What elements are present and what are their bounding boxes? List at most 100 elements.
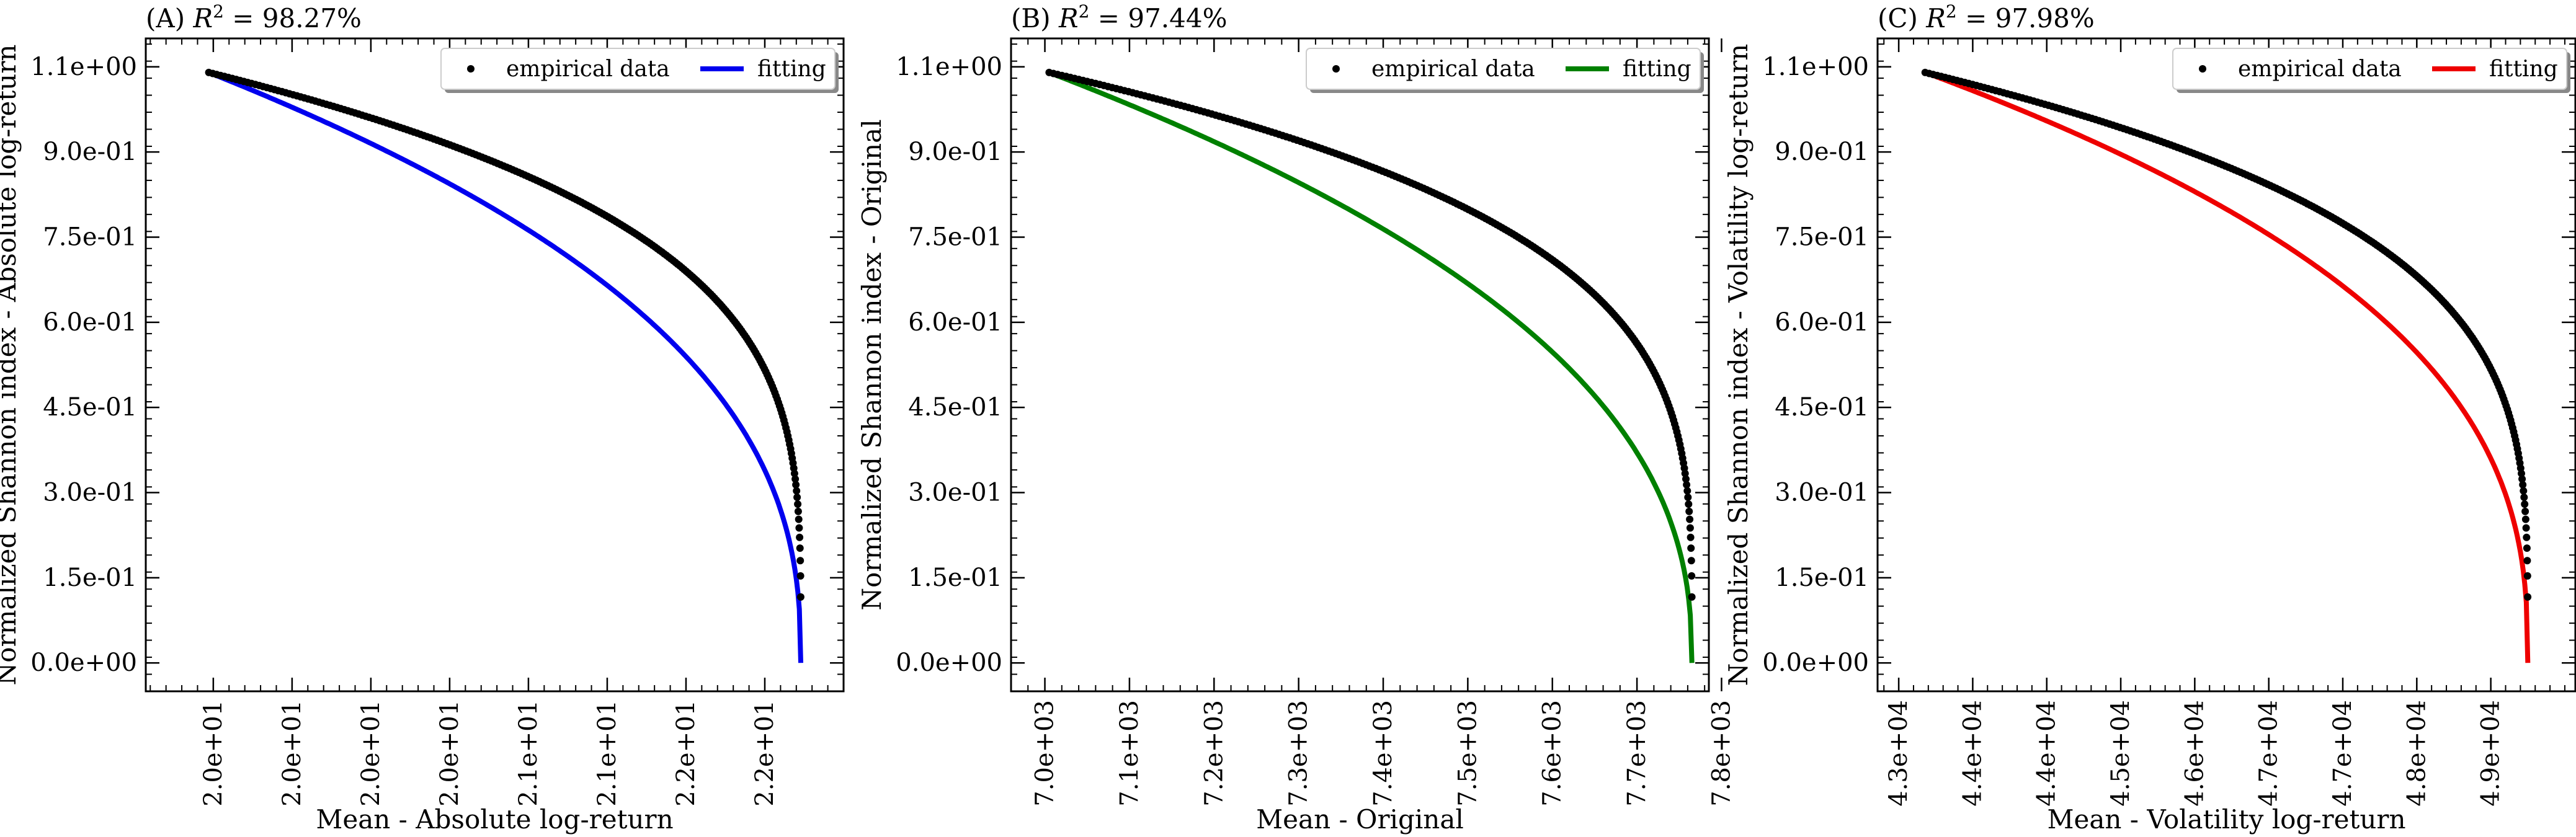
y-axis-label: Normalized Shannon index - Absolute log-… [0, 45, 22, 686]
y-tick-label: 3.0e-01 [43, 479, 137, 507]
legend: empirical data fitting [1306, 48, 1704, 93]
x-tick-label: 2.0e+01 [357, 700, 385, 807]
legend-box [2172, 48, 2567, 90]
x-tick-label: 7.1e+03 [1115, 700, 1144, 807]
empirical-point [1688, 572, 1696, 580]
x-tick-label: 7.0e+03 [1031, 700, 1059, 807]
legend-empirical-marker [1332, 65, 1340, 73]
empirical-point [796, 557, 804, 565]
y-tick-label: 4.5e-01 [1775, 393, 1869, 422]
legend-fitting-label: fitting [2489, 56, 2558, 82]
y-tick-label: 6.0e-01 [43, 308, 137, 337]
panel-title: (A) R2 = 98.27% [146, 1, 362, 33]
panel-label: (B) [1011, 3, 1059, 33]
r2-exponent: 2 [213, 1, 224, 22]
empirical-point [1686, 515, 1694, 523]
y-tick-label: 7.5e-01 [43, 223, 137, 251]
y-tick-label: 1.1e+00 [896, 53, 1002, 81]
x-tick-label: 2.0e+01 [435, 700, 464, 807]
x-tick-label: 7.4e+03 [1369, 700, 1397, 807]
empirical-point [791, 475, 800, 483]
x-tick-label: 2.2e+01 [672, 700, 700, 807]
empirical-point [793, 494, 801, 502]
empirical-point [1681, 469, 1689, 477]
panel-label: (A) [146, 3, 193, 33]
y-tick-label: 7.5e-01 [1775, 223, 1869, 251]
legend-fitting-label: fitting [1623, 56, 1691, 82]
legend-empirical-marker [467, 65, 475, 73]
x-tick-label: 4.6e+04 [2180, 700, 2209, 807]
empirical-point [1683, 487, 1691, 495]
x-tick-label: 2.0e+01 [278, 700, 306, 807]
r2-symbol: R [1058, 3, 1079, 33]
empirical-point [792, 480, 800, 489]
empirical-point [1683, 480, 1691, 489]
empirical-point [2518, 475, 2526, 483]
fitting-line [1048, 70, 1695, 663]
y-tick-label: 3.0e-01 [1775, 479, 1869, 507]
r2-symbol: R [1925, 3, 1946, 33]
axes-frame [1010, 37, 1710, 693]
empirical-point [1684, 494, 1692, 502]
x-axis-label: Mean - Original [1256, 804, 1464, 835]
empirical-point [1687, 557, 1695, 565]
r2-exponent: 2 [1946, 1, 1957, 22]
empirical-point [796, 593, 804, 601]
empirical-point [796, 533, 804, 541]
x-tick-label: 4.4e+04 [2033, 700, 2061, 807]
x-tick-label: 7.5e+03 [1453, 700, 1482, 807]
y-tick-label: 0.0e+00 [30, 649, 137, 677]
fitting-line [1924, 70, 2531, 663]
axes-frame [145, 37, 845, 693]
empirical-point [1687, 544, 1695, 552]
x-tick-label: 2.1e+01 [593, 700, 622, 807]
empirical-point [2521, 500, 2529, 508]
empirical-point [2520, 494, 2528, 502]
legend-empirical-label: empirical data [2238, 56, 2402, 82]
legend-empirical-label: empirical data [506, 56, 670, 82]
y-axis-label: Normalized Shannon index - Original [857, 119, 887, 610]
empirical-point [2519, 480, 2527, 489]
empirical-point [1688, 593, 1696, 601]
empirical-point [2521, 515, 2529, 523]
x-tick-label: 4.9e+04 [2477, 700, 2505, 807]
empirical-point [796, 572, 804, 580]
empirical-point [795, 524, 803, 532]
panel-title: (C) R2 = 97.98% [1878, 1, 2095, 33]
r2-exponent: 2 [1079, 1, 1090, 22]
y-axis-label: Normalized Shannon index - Volatility lo… [1723, 44, 1754, 686]
legend-fitting-label: fitting [757, 56, 826, 82]
empirical-point [1682, 475, 1690, 483]
x-tick-label: 4.7e+04 [2255, 700, 2283, 807]
x-tick-label: 7.8e+03 [1707, 700, 1736, 807]
empirical-point [2524, 593, 2532, 601]
y-tick-label: 3.0e-01 [908, 479, 1002, 507]
x-tick-label: 4.4e+04 [1958, 700, 1987, 807]
empirical-point [2523, 557, 2531, 565]
legend-box [440, 48, 836, 90]
x-tick-label: 7.6e+03 [1538, 700, 1567, 807]
y-tick-label: 0.0e+00 [1762, 649, 1869, 677]
y-tick-label: 7.5e-01 [908, 223, 1002, 251]
empirical-point [796, 544, 804, 552]
empirical-point [2520, 487, 2528, 495]
y-tick-label: 4.5e-01 [908, 393, 1002, 422]
y-tick-label: 4.5e-01 [43, 393, 137, 422]
x-tick-label: 2.1e+01 [514, 700, 543, 807]
x-tick-label: 4.3e+04 [1884, 700, 1913, 807]
empirical-point [794, 507, 802, 515]
legend-empirical-marker [2199, 65, 2206, 73]
y-tick-label: 1.1e+00 [1762, 53, 1869, 81]
empirical-point [794, 500, 802, 508]
empirical-point [795, 515, 803, 523]
x-axis-label: Mean - Absolute log-return [316, 804, 673, 835]
empirical-point [2518, 469, 2525, 477]
y-tick-label: 6.0e-01 [1775, 308, 1869, 337]
panel-a: (A) R2 = 98.27% 0.0e+00 1.5e-01 3.0e-01 4.5e… [0, 1, 845, 835]
x-tick-label: 7.2e+03 [1200, 700, 1228, 807]
panel-c: (C) R2 = 97.98% 0.0e+00 1.5e-01 3.0e-01 4.5e… [1723, 1, 2576, 835]
empirical-point [790, 469, 798, 477]
panel-label: (C) [1878, 3, 1926, 33]
y-tick-label: 9.0e-01 [908, 138, 1002, 166]
